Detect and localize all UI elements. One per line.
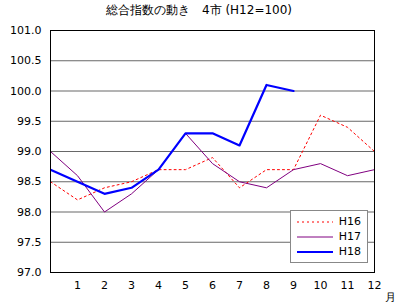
svg-text:月: 月 <box>385 291 396 302</box>
html-text:H17: H17 <box>338 230 361 243</box>
svg-text:97.0: 97.0 <box>17 266 42 279</box>
svg-text:5: 5 <box>182 279 189 292</box>
svg-text:99.5: 99.5 <box>17 115 42 128</box>
svg-text:100.5: 100.5 <box>10 54 42 67</box>
svg-text:9: 9 <box>290 279 297 292</box>
svg-text:6: 6 <box>209 279 216 292</box>
html-text:H18: H18 <box>338 245 361 258</box>
svg-text:1: 1 <box>74 279 81 292</box>
svg-text:98.5: 98.5 <box>17 175 42 188</box>
svg-text:100.0: 100.0 <box>10 85 42 98</box>
svg-text:101.0: 101.0 <box>10 24 42 37</box>
svg-text:99.0: 99.0 <box>17 145 42 158</box>
svg-text:7: 7 <box>236 279 243 292</box>
html-text:総合指数の動き 4市 (H12=100): 総合指数の動き 4市 (H12=100) <box>106 3 292 17</box>
svg-text:8: 8 <box>263 279 270 292</box>
svg-text:2: 2 <box>101 279 108 292</box>
svg-text:10: 10 <box>314 279 328 292</box>
svg-text:98.0: 98.0 <box>17 206 42 219</box>
svg-text:11: 11 <box>341 279 355 292</box>
svg-text:12: 12 <box>368 279 382 292</box>
html-text:H16: H16 <box>338 215 361 228</box>
svg-text:4: 4 <box>155 279 162 292</box>
svg-text:97.5: 97.5 <box>17 236 42 249</box>
svg-text:3: 3 <box>128 279 135 292</box>
